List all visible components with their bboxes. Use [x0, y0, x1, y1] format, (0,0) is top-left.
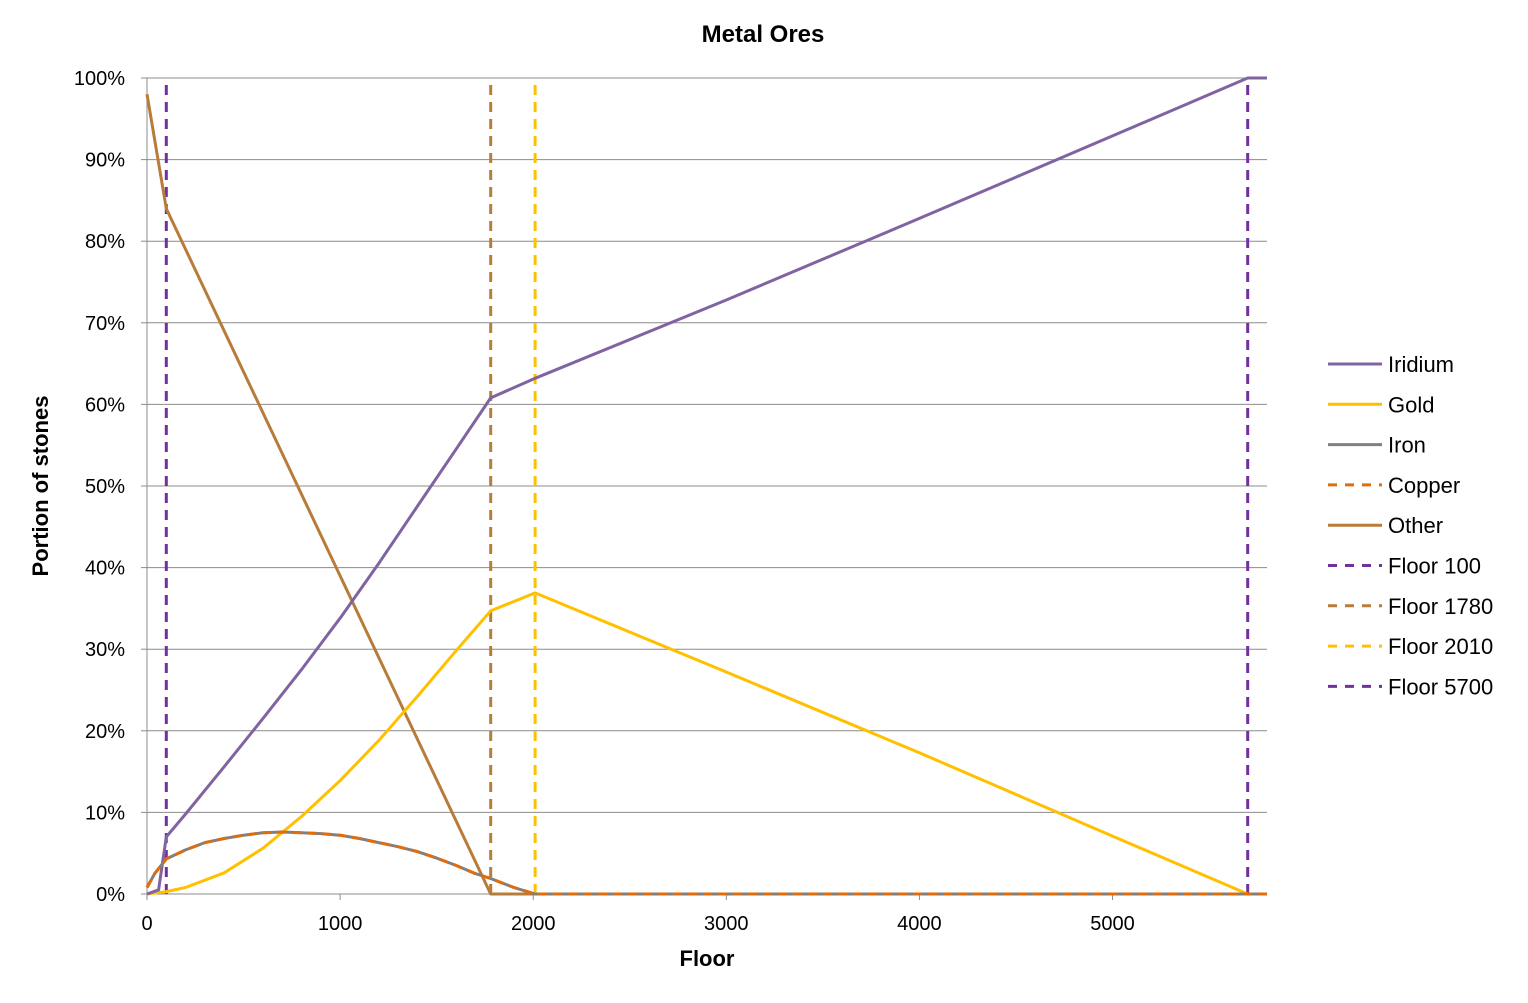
- x-tick-label: 0: [141, 913, 152, 935]
- y-tick-label: 100%: [74, 68, 125, 90]
- legend-item-floor-100: Floor 100: [1328, 554, 1481, 579]
- legend-item-other: Other: [1328, 513, 1443, 538]
- x-tick-label: 5000: [1090, 913, 1135, 935]
- y-tick-label: 30%: [85, 639, 125, 661]
- y-axis-label: Portion of stones: [28, 396, 53, 577]
- series-line-other: [145, 94, 1267, 896]
- y-tick-label: 70%: [85, 313, 125, 335]
- x-tick-label: 2000: [511, 913, 556, 935]
- legend-label: Gold: [1388, 392, 1434, 417]
- y-tick-label: 50%: [85, 476, 125, 498]
- legend-item-floor-2010: Floor 2010: [1328, 634, 1493, 659]
- y-tick-label: 40%: [85, 558, 125, 580]
- y-tick-label: 80%: [85, 231, 125, 253]
- y-tick-label: 60%: [85, 394, 125, 416]
- chart-title: Metal Ores: [702, 21, 825, 48]
- legend-label: Iridium: [1388, 352, 1454, 377]
- y-tick-label: 0%: [96, 884, 125, 906]
- series-line-iridium: [146, 76, 1267, 896]
- x-axis-label: Floor: [680, 946, 735, 971]
- series-line-gold: [146, 591, 1267, 896]
- series-line-copper: [145, 830, 1267, 896]
- legend-item-copper: Copper: [1328, 473, 1460, 498]
- plot-series: [145, 76, 1267, 896]
- x-tick-label: 3000: [704, 913, 749, 935]
- legend-item-iridium: Iridium: [1328, 352, 1454, 377]
- legend-label: Other: [1388, 513, 1443, 538]
- x-tick-label: 1000: [318, 913, 363, 935]
- legend-label: Floor 1780: [1388, 594, 1493, 619]
- axes: 0% 10% 20% 30% 40% 50% 60% 70% 80% 90% 100% 0 1000 20…: [74, 68, 1267, 935]
- legend-item-floor-5700: Floor 5700: [1328, 674, 1493, 699]
- legend-label: Floor 5700: [1388, 674, 1493, 699]
- series-line-iron: [145, 830, 1267, 896]
- legend-item-floor-1780: Floor 1780: [1328, 594, 1493, 619]
- legend-label: Iron: [1388, 433, 1426, 458]
- legend-item-iron: Iron: [1328, 433, 1426, 458]
- legend: Iridium Gold Iron Copper Other Floor 100 Floor…: [1328, 352, 1493, 699]
- y-tick-label: 90%: [85, 150, 125, 172]
- legend-label: Copper: [1388, 473, 1460, 498]
- y-tick-label: 10%: [85, 802, 125, 824]
- y-tick-label: 20%: [85, 721, 125, 743]
- legend-label: Floor 100: [1388, 554, 1481, 579]
- legend-item-gold: Gold: [1328, 392, 1434, 417]
- gridlines: [147, 77, 1267, 813]
- x-tick-label: 4000: [897, 913, 942, 935]
- legend-label: Floor 2010: [1388, 634, 1493, 659]
